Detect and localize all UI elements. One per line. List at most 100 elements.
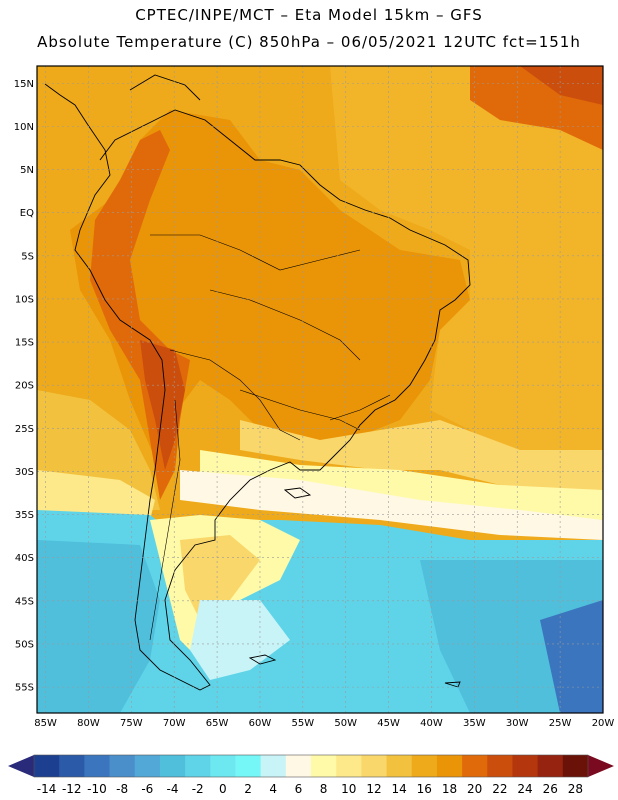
colorbar-swatch — [386, 755, 413, 777]
colorbar-swatch — [285, 755, 312, 777]
field-patagonia-pale — [190, 600, 290, 680]
south-america-coast — [44, 83, 471, 691]
colorbar-swatch — [562, 755, 589, 777]
lat-tick-label: 35S — [15, 510, 34, 521]
colorbar-label: 0 — [219, 782, 227, 796]
lat-tick-label: 5N — [20, 165, 34, 176]
lon-tick-label: 50W — [334, 718, 357, 729]
colorbar — [8, 754, 614, 778]
lon-tick-label: 55W — [292, 718, 315, 729]
lat-tick-label: 45S — [15, 596, 34, 607]
colorbar-swatch — [336, 755, 362, 777]
lon-tick-label: 35W — [463, 718, 486, 729]
lat-tick-label: 55S — [15, 683, 34, 694]
lat-tick-label: 15N — [14, 79, 34, 90]
colorbar-swatch — [361, 755, 387, 777]
lon-tick-label: 75W — [120, 718, 143, 729]
colorbar-label: -8 — [116, 782, 128, 796]
field-cream-band — [180, 470, 603, 540]
colorbar-label: 16 — [417, 782, 432, 796]
colorbar-swatch — [462, 755, 488, 777]
colorbar-swatch — [260, 755, 287, 777]
colorbar-label: 12 — [366, 782, 381, 796]
map-gridlines — [37, 66, 604, 713]
field-pacific-pale — [37, 470, 155, 520]
field-caribbean-hotter — [520, 66, 603, 105]
colorbar-low-arrow — [8, 755, 34, 777]
colorbar-outline — [33, 754, 589, 778]
country-borders — [149, 234, 391, 641]
colorbar-swatch — [512, 755, 539, 777]
map-frame — [36, 65, 604, 714]
colorbar-swatch — [537, 755, 564, 777]
coastline — [44, 74, 471, 691]
colorbar-label: -4 — [167, 782, 179, 796]
lat-tick-label: 10S — [15, 294, 34, 305]
caribbean-coast — [129, 74, 201, 101]
lat-tick-label: 30S — [15, 467, 34, 478]
lat-tick-label: 10N — [14, 122, 34, 133]
chart-title-line-2: Absolute Temperature (C) 850hPa – 06/05/… — [37, 33, 581, 51]
lon-tick-label: 65W — [206, 718, 229, 729]
border-states — [329, 394, 391, 421]
colorbar-swatch — [134, 755, 161, 777]
border-bolivia — [209, 289, 361, 361]
lon-tick-label: 20W — [592, 718, 615, 729]
field-atacama-hot — [140, 340, 185, 470]
colorbar-swatch — [159, 755, 186, 777]
lat-tick-label: 25S — [15, 424, 34, 435]
colorbar-label: 4 — [269, 782, 277, 796]
colorbar-label: -14 — [37, 782, 57, 796]
colorbar-label: 22 — [492, 782, 507, 796]
lat-tick-label: 5S — [21, 251, 34, 262]
lon-tick-label: 30W — [506, 718, 529, 729]
colorbar-high-arrow — [588, 755, 614, 777]
colorbar-swatch — [235, 755, 262, 777]
colorbar-swatch — [34, 755, 60, 777]
colorbar-label: 28 — [568, 782, 583, 796]
lon-tick-label: 40W — [420, 718, 443, 729]
colorbar-swatch — [59, 755, 85, 777]
lat-tick-label: 20S — [15, 381, 34, 392]
lat-tick-label: EQ — [20, 208, 34, 219]
colorbar-label: 26 — [543, 782, 558, 796]
border-chile-argentina — [149, 399, 181, 641]
field-southwest-cold — [37, 540, 160, 713]
lon-tick-label: 60W — [249, 718, 272, 729]
rio-de-la-plata — [283, 487, 312, 499]
lat-tick-label: 15S — [15, 338, 34, 349]
colorbar-label: -6 — [141, 782, 153, 796]
lat-tick-label: 40S — [15, 553, 34, 564]
colorbar-label: 18 — [442, 782, 457, 796]
colorbar-labels: -14 -12 -10 -8 -6 -4 -2 0 2 4 6 8 10 12 14 16 18 20 22 24 26… — [37, 782, 583, 796]
colorbar-swatch — [487, 755, 513, 777]
colorbar-label: 6 — [295, 782, 303, 796]
colorbar-swatch — [436, 755, 463, 777]
colorbar-label: -10 — [87, 782, 107, 796]
colorbar-label: 24 — [517, 782, 532, 796]
colorbar-swatch — [311, 755, 337, 777]
lon-tick-label: 80W — [77, 718, 100, 729]
colorbar-label: 2 — [244, 782, 252, 796]
colorbar-label: 20 — [467, 782, 482, 796]
colorbar-label: -12 — [62, 782, 82, 796]
colorbar-swatch — [109, 755, 136, 777]
border-south-brazil — [239, 389, 361, 431]
field-south-atlantic-yellow — [240, 420, 603, 490]
lon-tick-label: 70W — [163, 718, 186, 729]
field-pale-yellow-band — [200, 450, 603, 520]
field-patagonia-yellow — [180, 535, 260, 620]
chart-title-line-1: CPTEC/INPE/MCT – Eta Model 15km – GFS — [135, 6, 483, 24]
temperature-field — [37, 66, 603, 713]
border-paraguay — [169, 349, 301, 441]
lon-tick-label: 25W — [549, 718, 572, 729]
colorbar-label: 10 — [341, 782, 356, 796]
lon-tick-label: 85W — [34, 718, 57, 729]
lon-tick-label: 45W — [377, 718, 400, 729]
colorbar-label: 14 — [391, 782, 406, 796]
field-southeast-colder — [540, 600, 603, 713]
colorbar-label: 8 — [320, 782, 328, 796]
south-georgia — [444, 681, 461, 688]
colorbar-swatch — [84, 755, 110, 777]
